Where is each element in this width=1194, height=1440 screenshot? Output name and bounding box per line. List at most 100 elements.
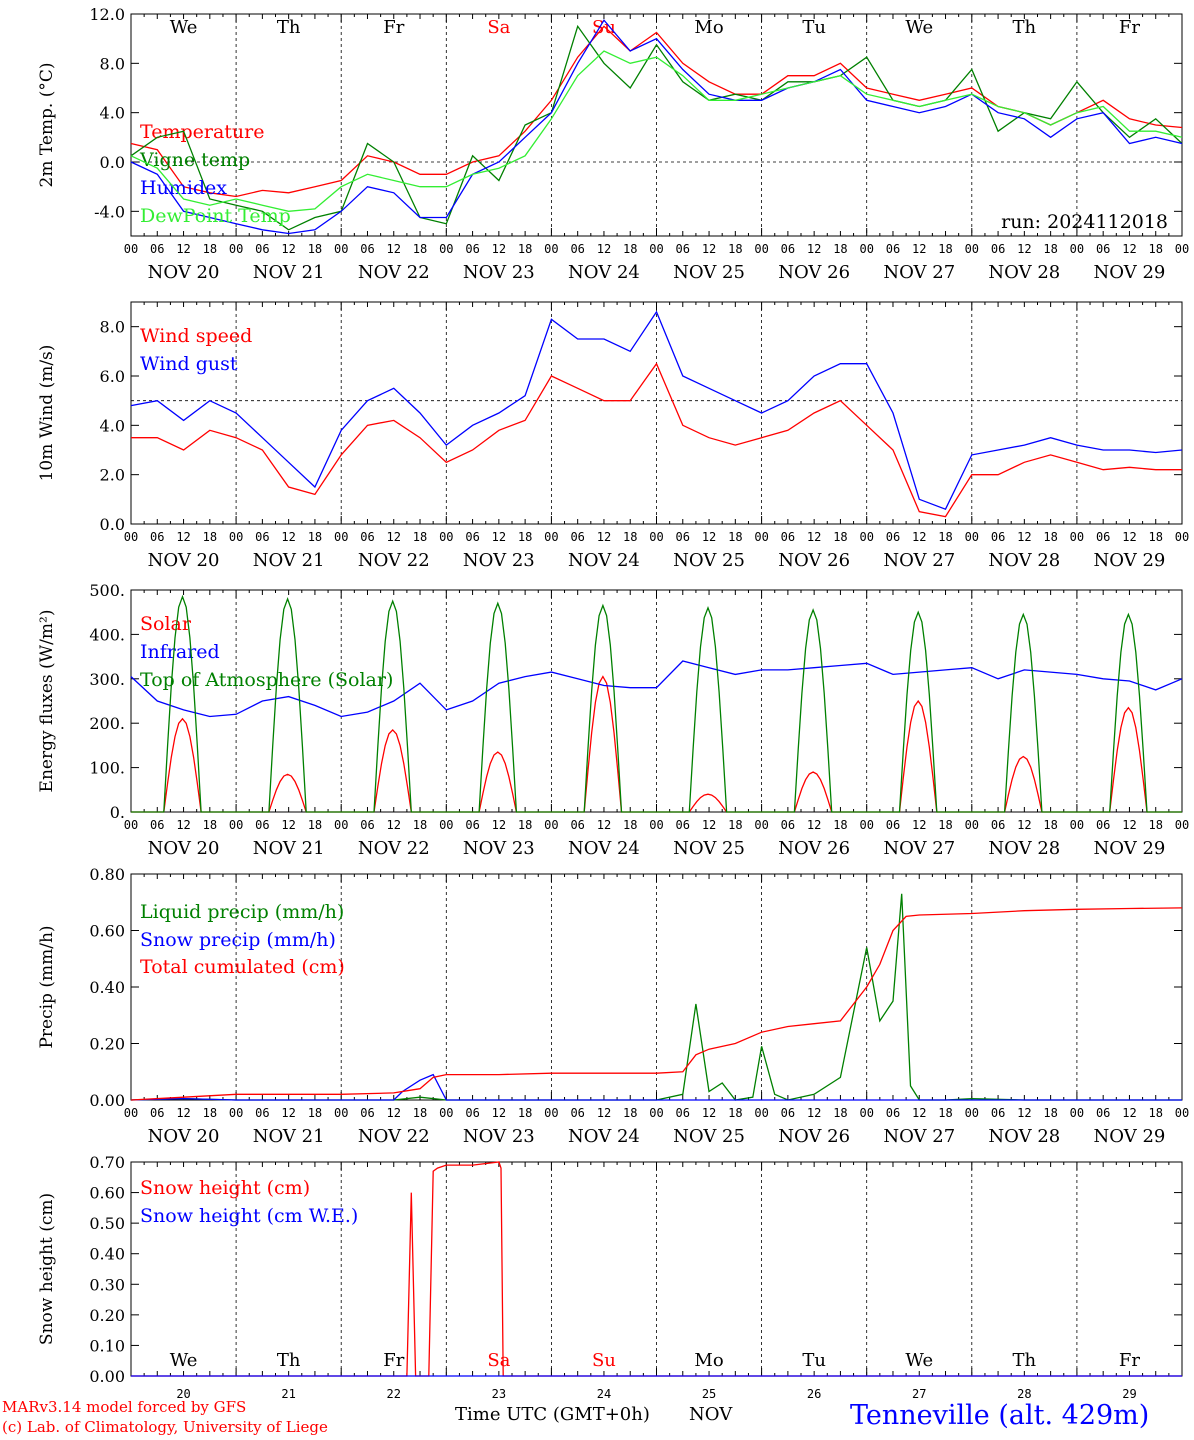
footer-model-credit: MARv3.14 model forced by GFS: [2, 1398, 247, 1416]
date-label: NOV 25: [673, 1126, 745, 1147]
hour-tick-label: 18: [203, 1106, 217, 1120]
hour-tick-label: 00: [649, 530, 663, 544]
day-number-label: 29: [1122, 1387, 1136, 1401]
hour-tick-label: 18: [623, 1106, 637, 1120]
hour-tick-label: 00: [965, 818, 979, 832]
hour-tick-label: 00: [649, 818, 663, 832]
date-label: NOV 26: [778, 838, 850, 859]
hour-tick-label: 18: [1043, 1106, 1057, 1120]
hour-tick-label: 12: [702, 818, 716, 832]
hour-tick-label: 06: [255, 530, 269, 544]
weekday-label: Tu: [802, 1350, 826, 1371]
weekday-label: Sa: [487, 1350, 510, 1371]
legend-entry: Snow height (cm): [140, 1177, 310, 1199]
hour-tick-label: 00: [439, 818, 453, 832]
run-label: run: 2024112018: [1001, 211, 1168, 233]
hour-tick-label: 18: [518, 530, 532, 544]
hour-tick-label: 18: [1043, 242, 1057, 256]
hour-tick-label: 18: [938, 242, 952, 256]
y-tick-label: 400.: [89, 625, 125, 644]
hour-tick-label: 00: [859, 530, 873, 544]
hour-tick-label: 06: [465, 530, 479, 544]
hour-tick-label: 06: [781, 818, 795, 832]
hour-tick-label: 06: [360, 530, 374, 544]
hour-tick-label: 18: [938, 1106, 952, 1120]
y-tick-label: 0.20: [89, 1035, 125, 1054]
hour-tick-label: 12: [281, 818, 295, 832]
date-label: NOV 22: [358, 1126, 430, 1147]
day-number-label: 25: [702, 1387, 716, 1401]
hour-tick-label: 06: [781, 530, 795, 544]
hour-tick-label: 00: [229, 242, 243, 256]
hour-tick-label: 00: [124, 242, 138, 256]
hour-tick-label: 12: [1122, 1106, 1136, 1120]
day-number-label: 20: [176, 1387, 190, 1401]
hour-tick-label: 06: [886, 818, 900, 832]
hour-tick-label: 18: [413, 242, 427, 256]
hour-tick-label: 12: [1017, 242, 1031, 256]
date-label: NOV 27: [883, 838, 955, 859]
hour-tick-label: 12: [1122, 242, 1136, 256]
hour-tick-label: 06: [886, 530, 900, 544]
hour-tick-label: 00: [754, 1106, 768, 1120]
hour-tick-label: 06: [360, 818, 374, 832]
y-tick-label: 0.10: [89, 1336, 125, 1355]
hour-tick-label: 06: [360, 1106, 374, 1120]
hour-tick-label: 00: [754, 818, 768, 832]
date-label: NOV 28: [988, 262, 1060, 283]
y-tick-label: 0.60: [89, 922, 125, 941]
date-label: NOV 23: [463, 262, 535, 283]
hour-tick-label: 00: [965, 530, 979, 544]
weekday-label: Su: [592, 1350, 616, 1371]
hour-tick-label: 12: [492, 530, 506, 544]
hour-tick-label: 06: [1096, 242, 1110, 256]
hour-tick-label: 18: [1043, 530, 1057, 544]
hour-tick-label: 12: [176, 818, 190, 832]
hour-tick-label: 06: [570, 530, 584, 544]
hour-tick-label: 12: [176, 1106, 190, 1120]
y-axis-label: 2m Temp. (°C): [37, 62, 57, 187]
hour-tick-label: 06: [255, 242, 269, 256]
hour-tick-label: 18: [938, 818, 952, 832]
legend-entry: Snow precip (mm/h): [140, 929, 336, 951]
y-tick-label: 12.0: [89, 5, 125, 24]
date-label: NOV 27: [883, 1126, 955, 1147]
date-label: NOV 20: [148, 1126, 220, 1147]
y-axis-label: Energy fluxes (W/m²): [37, 610, 57, 793]
hour-tick-label: 06: [886, 1106, 900, 1120]
hour-tick-label: 12: [807, 1106, 821, 1120]
day-number-label: 21: [281, 1387, 295, 1401]
hour-tick-label: 12: [702, 1106, 716, 1120]
hour-tick-label: 18: [623, 530, 637, 544]
series-line-infrared: [130, 660, 1183, 718]
y-tick-label: 0.50: [89, 1214, 125, 1233]
series-line-wind-speed: [131, 362, 1182, 518]
hour-tick-label: 06: [781, 242, 795, 256]
weekday-label: Sa: [487, 17, 510, 38]
hour-tick-label: 00: [649, 1106, 663, 1120]
hour-tick-label: 18: [728, 818, 742, 832]
y-tick-label: 0.80: [89, 865, 125, 884]
legend-entry: Temperature: [140, 121, 264, 143]
date-label: NOV 22: [358, 262, 430, 283]
hour-tick-label: 06: [991, 530, 1005, 544]
hour-tick-label: 00: [124, 1106, 138, 1120]
date-label: NOV 20: [148, 550, 220, 571]
hour-tick-label: 12: [702, 530, 716, 544]
hour-tick-label: 18: [203, 530, 217, 544]
hour-tick-label: 06: [150, 530, 164, 544]
hour-tick-label: 12: [597, 242, 611, 256]
series-line-snow-precip-mm-h-: [130, 1073, 1182, 1101]
hour-tick-label: 06: [465, 1106, 479, 1120]
x-axis-month: NOV: [689, 1404, 733, 1425]
hour-tick-label: 00: [1070, 1106, 1084, 1120]
weekday-label: We: [905, 1350, 933, 1371]
x-axis-title: Time UTC (GMT+0h): [455, 1404, 650, 1425]
legend-entry: DewPoint Temp: [140, 205, 291, 227]
y-tick-label: 6.0: [100, 367, 125, 386]
hour-tick-label: 06: [991, 818, 1005, 832]
hour-tick-label: 18: [833, 242, 847, 256]
hour-tick-label: 06: [150, 242, 164, 256]
hour-tick-label: 12: [702, 242, 716, 256]
y-tick-label: -4.0: [94, 202, 125, 221]
